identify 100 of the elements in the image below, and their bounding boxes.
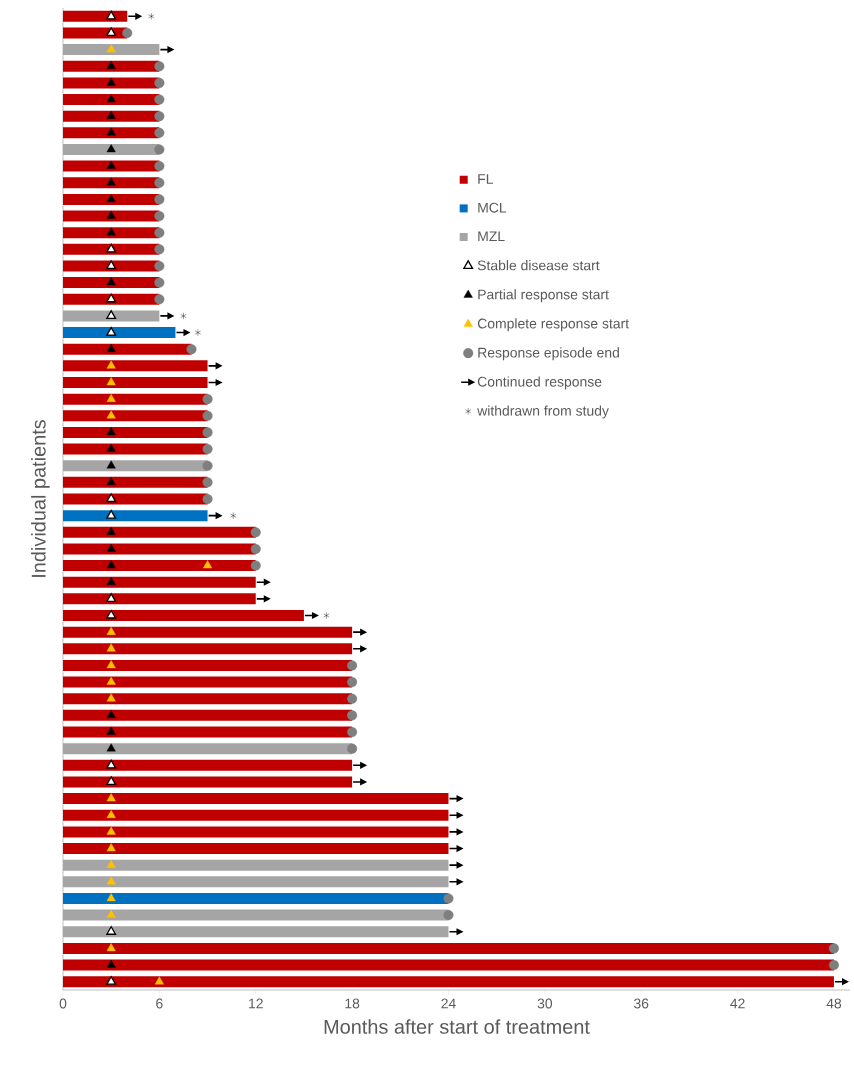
point — [106, 527, 116, 535]
bar — [63, 127, 160, 139]
bar — [63, 327, 176, 339]
point — [106, 826, 116, 835]
bar — [63, 593, 256, 605]
point — [194, 329, 201, 336]
point — [106, 577, 116, 585]
point — [106, 743, 116, 752]
bar — [63, 293, 160, 305]
point — [148, 12, 155, 20]
x-tick-label: 30 — [537, 998, 553, 1009]
bar — [63, 343, 192, 355]
point — [106, 10, 117, 20]
x-tick-label: 0 — [59, 998, 67, 1009]
point — [202, 477, 213, 488]
bar — [63, 843, 449, 855]
point — [106, 976, 117, 985]
point — [122, 27, 133, 38]
point — [106, 726, 116, 735]
point — [347, 677, 358, 688]
point — [106, 810, 116, 818]
point — [106, 377, 116, 386]
point — [106, 160, 116, 169]
bar — [63, 460, 208, 472]
bar — [63, 643, 353, 655]
point — [202, 427, 213, 438]
bar — [63, 443, 208, 455]
point — [106, 859, 116, 868]
point — [106, 676, 116, 685]
point — [106, 443, 116, 452]
bar — [63, 110, 160, 122]
bar — [63, 759, 353, 771]
point — [154, 277, 165, 288]
point — [106, 177, 116, 186]
point — [106, 926, 117, 935]
point — [106, 77, 116, 86]
point — [154, 111, 165, 122]
bar — [63, 892, 449, 904]
x-tick-label: 18 — [345, 998, 360, 1009]
x-axis-title: Months after start of treatment — [324, 1019, 590, 1034]
point — [106, 310, 117, 320]
point — [106, 27, 117, 37]
bar — [63, 776, 353, 788]
point — [828, 943, 839, 954]
y-axis-title: Individual patients — [31, 420, 50, 577]
point — [230, 512, 237, 520]
bar — [63, 526, 256, 538]
point — [106, 460, 116, 469]
point — [828, 960, 839, 971]
point — [250, 543, 261, 554]
x-tick-label: 6 — [156, 998, 163, 1009]
bar — [63, 909, 449, 921]
point — [202, 410, 213, 421]
bar — [63, 426, 208, 438]
point — [250, 560, 261, 571]
point — [106, 326, 117, 336]
bar — [63, 160, 160, 172]
point — [202, 444, 213, 455]
bar — [63, 743, 353, 755]
point — [347, 727, 358, 738]
bar — [63, 476, 208, 488]
point — [186, 344, 197, 355]
point — [106, 660, 116, 669]
point — [323, 612, 330, 619]
bar — [63, 493, 208, 505]
bar — [63, 543, 256, 555]
bar — [63, 510, 208, 522]
point — [106, 227, 116, 236]
point — [180, 312, 187, 320]
point — [106, 943, 116, 952]
point — [106, 127, 116, 136]
bar — [63, 360, 208, 372]
bar — [63, 60, 160, 72]
bar — [63, 610, 304, 622]
point — [106, 243, 117, 253]
point — [154, 260, 165, 271]
point — [347, 693, 358, 704]
legend-label: Stable disease start — [477, 260, 600, 271]
point — [106, 260, 117, 270]
point — [443, 893, 454, 904]
legend-label: MZL — [478, 231, 505, 242]
point — [154, 177, 165, 188]
bar — [63, 10, 128, 22]
point — [347, 710, 358, 721]
legend-label: withdrawn from study — [477, 405, 609, 419]
point — [106, 477, 116, 486]
point — [106, 626, 116, 635]
x-tick-label: 24 — [441, 998, 456, 1009]
point — [106, 560, 116, 569]
bar — [63, 793, 449, 805]
x-tick-label: 42 — [730, 998, 745, 1009]
bar — [63, 277, 160, 289]
bar — [63, 693, 353, 705]
point — [154, 161, 165, 172]
point — [106, 410, 116, 419]
point — [202, 494, 213, 504]
bar — [63, 393, 208, 405]
point — [154, 976, 164, 985]
legend-label: Response episode end — [478, 347, 619, 361]
bar — [63, 859, 449, 871]
